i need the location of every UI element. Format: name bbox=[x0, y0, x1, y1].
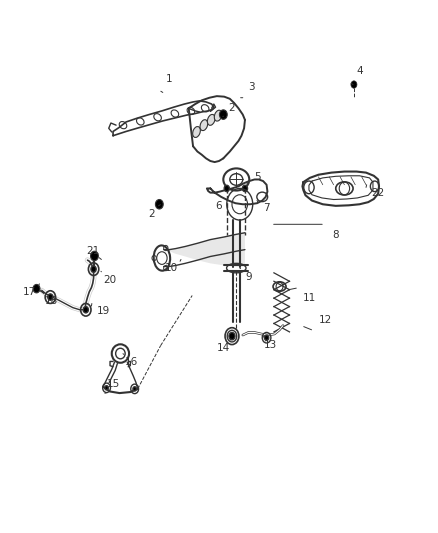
Text: 11: 11 bbox=[303, 293, 316, 303]
Text: 19: 19 bbox=[96, 306, 110, 316]
Text: 7: 7 bbox=[263, 204, 270, 214]
Circle shape bbox=[91, 266, 96, 272]
Circle shape bbox=[351, 81, 357, 88]
Polygon shape bbox=[164, 233, 245, 266]
Text: 16: 16 bbox=[125, 358, 138, 367]
Text: 10: 10 bbox=[165, 263, 178, 272]
Text: 4: 4 bbox=[356, 66, 363, 76]
Circle shape bbox=[33, 285, 40, 293]
Text: 17: 17 bbox=[23, 287, 36, 297]
Text: 3: 3 bbox=[248, 82, 255, 92]
Text: 13: 13 bbox=[264, 340, 278, 350]
Text: 14: 14 bbox=[217, 343, 230, 353]
Text: 5: 5 bbox=[254, 172, 261, 182]
Ellipse shape bbox=[207, 115, 215, 125]
Text: 20: 20 bbox=[103, 274, 117, 285]
Text: 2: 2 bbox=[229, 103, 235, 114]
Text: 22: 22 bbox=[371, 188, 385, 198]
Text: 6: 6 bbox=[215, 201, 223, 211]
Circle shape bbox=[265, 335, 269, 341]
Circle shape bbox=[229, 333, 235, 340]
Text: 9: 9 bbox=[245, 272, 252, 282]
Circle shape bbox=[155, 199, 163, 209]
Circle shape bbox=[83, 306, 88, 313]
Ellipse shape bbox=[193, 126, 200, 138]
Text: 12: 12 bbox=[318, 316, 332, 325]
Text: 15: 15 bbox=[106, 378, 120, 389]
Circle shape bbox=[224, 185, 230, 191]
Circle shape bbox=[91, 251, 99, 261]
Text: 18: 18 bbox=[45, 296, 58, 306]
Circle shape bbox=[48, 294, 53, 300]
Text: 1: 1 bbox=[166, 74, 173, 84]
Ellipse shape bbox=[214, 110, 222, 121]
Text: 8: 8 bbox=[332, 230, 339, 240]
Circle shape bbox=[242, 185, 247, 191]
Circle shape bbox=[219, 110, 227, 119]
Circle shape bbox=[133, 387, 136, 391]
Text: 21: 21 bbox=[86, 246, 99, 256]
Circle shape bbox=[105, 386, 108, 390]
Text: 2: 2 bbox=[148, 209, 155, 219]
Ellipse shape bbox=[200, 120, 208, 131]
